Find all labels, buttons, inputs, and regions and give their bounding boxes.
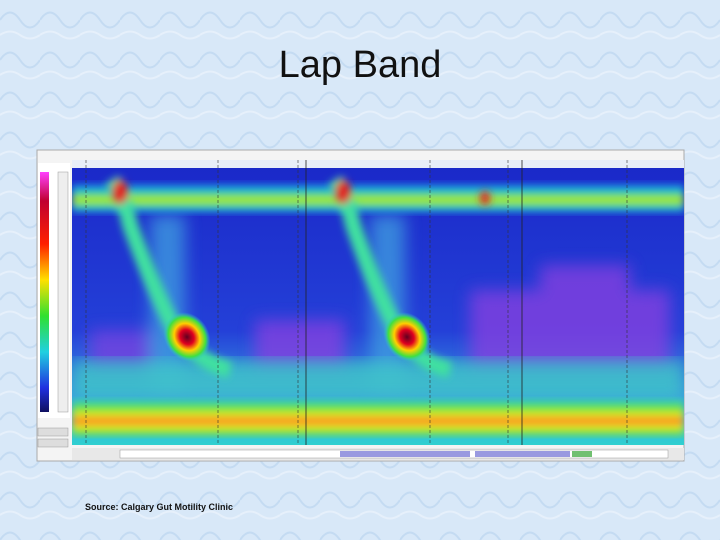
source-note: Source: Calgary Gut Motility Clinic xyxy=(85,502,234,512)
slide-title: Lap Band xyxy=(278,44,442,86)
pressure-plot xyxy=(72,160,684,445)
event-markers xyxy=(340,451,592,457)
scale-slider[interactable] xyxy=(57,171,69,413)
button[interactable] xyxy=(37,427,69,437)
button[interactable] xyxy=(37,438,69,448)
color-scale xyxy=(40,172,49,412)
